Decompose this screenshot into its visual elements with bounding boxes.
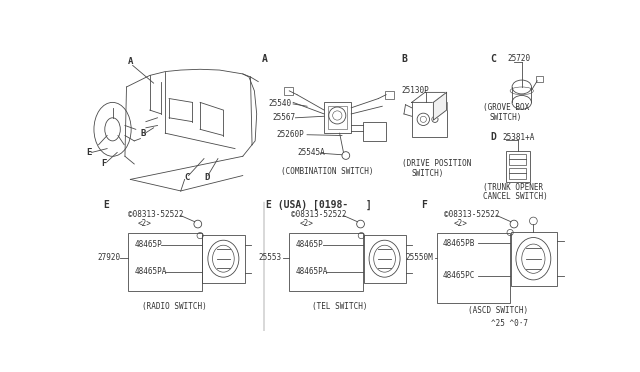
Text: C: C <box>490 54 496 64</box>
Bar <box>324 102 351 133</box>
Text: A: A <box>261 54 268 64</box>
Bar <box>289 233 363 291</box>
Text: C: C <box>184 173 190 182</box>
Text: E (USA) [0198-   ]: E (USA) [0198- ] <box>266 200 372 210</box>
Bar <box>363 122 386 141</box>
Text: D: D <box>204 173 209 182</box>
Text: 25720: 25720 <box>507 54 530 63</box>
Text: SWITCH): SWITCH) <box>489 112 522 122</box>
Text: F: F <box>102 160 107 169</box>
Bar <box>536 76 543 82</box>
Bar <box>385 91 394 99</box>
Text: 48465P: 48465P <box>296 240 323 249</box>
Bar <box>328 106 348 129</box>
Text: 25550M: 25550M <box>406 253 433 262</box>
Text: (ASCD SWITCH): (ASCD SWITCH) <box>467 306 527 315</box>
Bar <box>364 235 406 283</box>
Text: 25545A: 25545A <box>297 148 324 157</box>
Text: 25540: 25540 <box>268 99 291 108</box>
Text: E: E <box>103 200 109 210</box>
Bar <box>509 168 526 179</box>
Text: 48465PC: 48465PC <box>443 271 475 280</box>
Text: <2>: <2> <box>454 219 467 228</box>
Text: B: B <box>140 129 146 138</box>
Text: (RADIO SWITCH): (RADIO SWITCH) <box>142 302 207 311</box>
Text: ©08313-52522: ©08313-52522 <box>291 209 346 218</box>
Text: 27920: 27920 <box>97 253 120 262</box>
Text: <2>: <2> <box>300 219 314 228</box>
Bar <box>511 232 557 286</box>
Text: (GROVE BOX: (GROVE BOX <box>483 103 529 112</box>
Text: <2>: <2> <box>138 219 151 228</box>
Text: A: A <box>128 57 133 66</box>
Text: F: F <box>421 200 427 210</box>
Text: CANCEL SWITCH): CANCEL SWITCH) <box>483 192 548 201</box>
Text: (DRIVE POSITION: (DRIVE POSITION <box>402 160 471 169</box>
Bar <box>284 87 293 95</box>
Text: ©08313-52522: ©08313-52522 <box>128 209 184 218</box>
Text: 48465PA: 48465PA <box>134 267 166 276</box>
Text: SWITCH): SWITCH) <box>412 169 444 178</box>
Bar <box>128 233 202 291</box>
Text: D: D <box>490 132 496 142</box>
Text: E: E <box>86 148 92 157</box>
Bar <box>202 235 245 283</box>
Text: 25381+A: 25381+A <box>502 132 535 141</box>
Bar <box>412 102 447 137</box>
Text: 25130P: 25130P <box>402 86 429 95</box>
Text: 25553: 25553 <box>259 253 282 262</box>
Text: B: B <box>402 54 408 64</box>
Polygon shape <box>412 92 447 102</box>
Polygon shape <box>433 92 447 120</box>
Text: ^25 ^0·7: ^25 ^0·7 <box>491 319 528 328</box>
Text: (COMBINATION SWITCH): (COMBINATION SWITCH) <box>281 167 373 176</box>
Bar <box>436 233 510 302</box>
Text: 48465P: 48465P <box>134 240 162 249</box>
Text: (TEL SWITCH): (TEL SWITCH) <box>312 302 368 311</box>
Text: 48465PB: 48465PB <box>443 239 475 248</box>
Bar <box>509 154 526 165</box>
Text: 25260P: 25260P <box>276 130 304 139</box>
Text: 48465PA: 48465PA <box>296 267 328 276</box>
Text: ©08313-52522: ©08313-52522 <box>444 209 500 218</box>
Text: 25567: 25567 <box>272 113 295 122</box>
Bar <box>506 151 529 182</box>
Text: (TRUNK OPENER: (TRUNK OPENER <box>483 183 543 192</box>
